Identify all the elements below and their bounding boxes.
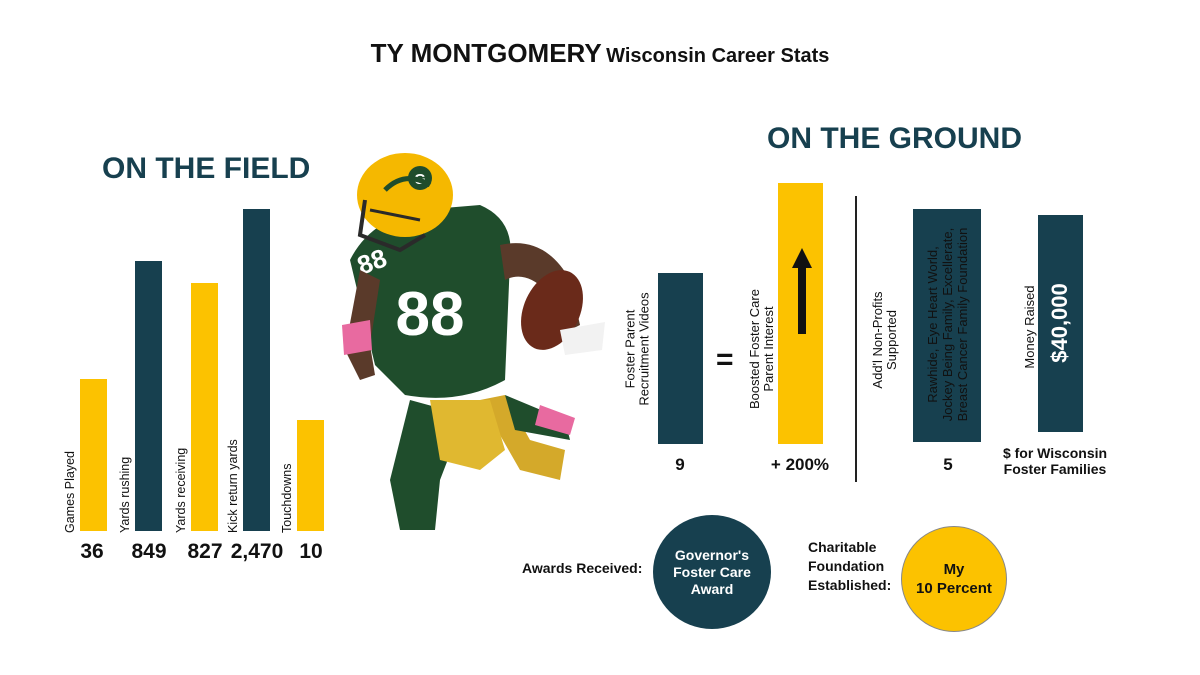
money-caption: $ for Wisconsin Foster Families: [1002, 445, 1108, 477]
nonprofits-value: 5: [943, 455, 953, 474]
field-bar-label: Games Played: [63, 451, 77, 533]
nonprofits-orgs: Rawhide, Eye Heart World, Jockey Being F…: [925, 227, 970, 422]
field-bar-value: 10: [299, 540, 323, 563]
on-the-field-heading: ON THE FIELD: [102, 152, 311, 185]
foster-interest-label: Boosted Foster Care Parent Interest: [747, 289, 776, 409]
field-bar-value: 2,470: [230, 540, 284, 563]
field-bar-label: Kick return yards: [226, 439, 240, 533]
field-bar: [191, 283, 218, 531]
title-name: TY MONTGOMERY: [370, 38, 602, 68]
field-bar: [135, 261, 162, 531]
up-arrow-icon: [792, 248, 812, 334]
money-label: Money Raised: [1022, 285, 1037, 369]
equals-sign: =: [716, 343, 734, 376]
svg-text:88: 88: [396, 280, 465, 349]
nonprofits-bar: [913, 209, 981, 442]
field-bar: [297, 420, 324, 531]
field-bar: [80, 379, 107, 531]
field-bar-label: Yards rushing: [118, 456, 132, 533]
field-bar-value: 36: [80, 540, 104, 563]
page-title: TY MONTGOMERY Wisconsin Career Stats: [0, 38, 1200, 69]
awards-label: Awards Received:: [522, 560, 643, 576]
money-bar: [1038, 215, 1083, 432]
field-bar-label: Yards receiving: [174, 447, 188, 533]
foster-videos-label: Foster Parent Recruitment Videos: [622, 292, 652, 406]
foster-interest-value: + 200%: [770, 455, 830, 474]
title-subtitle: Wisconsin Career Stats: [606, 45, 830, 67]
my-10-percent-badge: My 10 Percent: [901, 526, 1007, 632]
field-bar: [243, 209, 270, 531]
foundation-label: Charitable Foundation Established:: [808, 539, 892, 593]
nonprofits-label: Add'l Non-Profits Supported: [870, 291, 899, 389]
field-bar-value: 827: [187, 540, 223, 563]
foster-videos-bar: [658, 273, 703, 444]
on-the-ground-heading: ON THE GROUND: [767, 122, 1022, 155]
foster-videos-value: 9: [675, 455, 685, 474]
field-bar-label: Touchdowns: [280, 463, 294, 534]
player-illustration: 88 88 G: [342, 153, 605, 530]
field-bar-value: 849: [131, 540, 167, 563]
divider: [855, 196, 857, 482]
money-amount: $40,000: [1047, 283, 1072, 363]
governor-award-badge: Governor's Foster Care Award: [653, 515, 771, 629]
